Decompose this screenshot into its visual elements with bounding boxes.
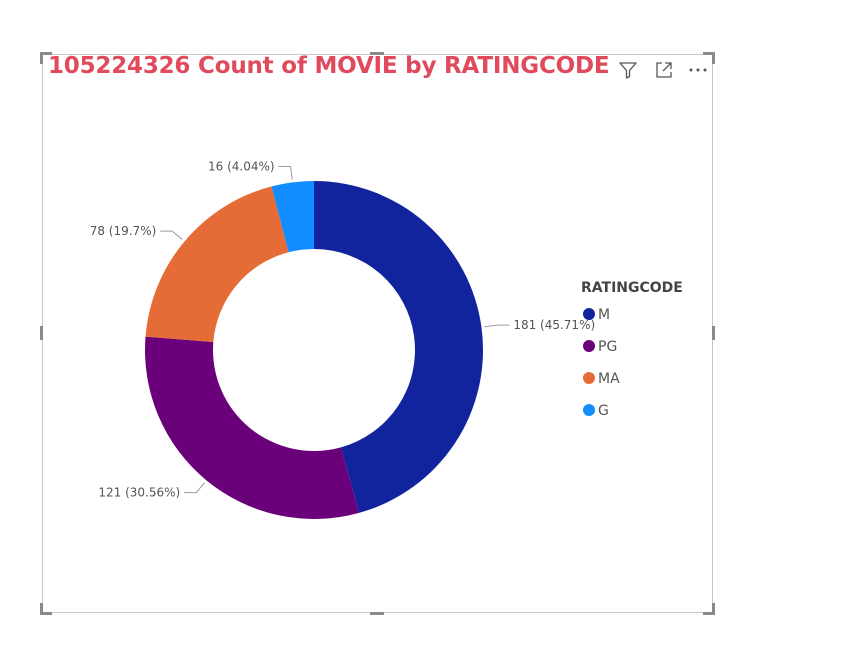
donut-slices	[144, 181, 484, 519]
leader-line-pg	[184, 482, 205, 494]
resize-handle-bottom-right[interactable]	[703, 612, 715, 615]
legend-marker-ma	[583, 372, 595, 384]
resize-handle-left[interactable]	[40, 326, 43, 340]
legend-marker-m	[583, 308, 595, 320]
donut-slice-pg[interactable]	[144, 336, 360, 519]
legend-label-m: M	[598, 307, 610, 323]
donut-slice-g[interactable]	[271, 181, 314, 253]
resize-handle-bottom-left[interactable]	[40, 612, 52, 615]
resize-handle-bottom-right-v[interactable]	[712, 603, 715, 615]
resize-handle-top-left[interactable]	[40, 52, 52, 55]
donut-slice-ma[interactable]	[145, 186, 289, 342]
data-label-g: 16 (4.04%)	[208, 159, 275, 173]
legend: RATINGCODE M PG MA G	[581, 280, 683, 419]
more-options-icon[interactable]	[686, 58, 710, 82]
legend-item-m[interactable]: M	[583, 307, 610, 323]
legend-label-g: G	[598, 403, 609, 419]
visual-title: 105224326 Count of MOVIE by RATINGCODE	[48, 53, 610, 79]
legend-title: RATINGCODE	[581, 280, 683, 296]
data-label-m: 181 (45.71%)	[513, 318, 595, 332]
data-label-leaders	[160, 165, 510, 494]
resize-handle-top-left-v[interactable]	[40, 52, 43, 64]
legend-label-pg: PG	[598, 339, 617, 355]
leader-line-ma	[160, 230, 183, 240]
legend-marker-g	[583, 404, 595, 416]
legend-item-pg[interactable]: PG	[583, 339, 617, 355]
visual-header	[616, 58, 712, 82]
legend-item-g[interactable]: G	[583, 403, 609, 419]
resize-handle-top-right[interactable]	[703, 52, 715, 55]
leader-line-m	[484, 324, 510, 328]
resize-handle-bottom[interactable]	[370, 612, 384, 615]
legend-marker-pg	[583, 340, 595, 352]
resize-handle-right[interactable]	[712, 326, 715, 340]
resize-handle-top-right-v[interactable]	[712, 52, 715, 64]
donut-slice-m[interactable]	[314, 181, 484, 513]
data-label-pg: 121 (30.56%)	[98, 486, 180, 500]
legend-item-ma[interactable]: MA	[583, 371, 620, 387]
data-label-ma: 78 (19.7%)	[90, 224, 157, 238]
resize-handle-top[interactable]	[370, 52, 384, 55]
data-labels: 181 (45.71%) 121 (30.56%) 78 (19.7%) 16 (4.…	[90, 159, 595, 499]
leader-line-g	[278, 165, 293, 180]
resize-handle-bottom-left-v[interactable]	[40, 603, 43, 615]
filter-icon[interactable]	[616, 58, 640, 82]
legend-label-ma: MA	[598, 371, 620, 387]
focus-mode-icon[interactable]	[652, 58, 676, 82]
